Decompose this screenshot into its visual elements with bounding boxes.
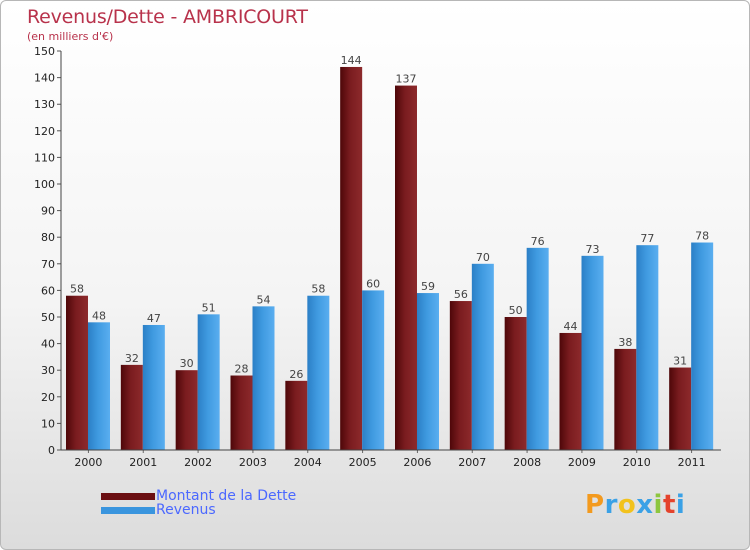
x-tick-label: 2000 bbox=[74, 456, 102, 469]
value-label-dette: 137 bbox=[396, 73, 417, 86]
y-tick-label: 90 bbox=[41, 205, 55, 218]
bar-dette bbox=[230, 375, 253, 450]
y-tick-label: 0 bbox=[48, 444, 55, 457]
y-tick-label: 150 bbox=[34, 45, 55, 58]
legend-item-dette: Montant de la Dette bbox=[101, 488, 296, 504]
legend-swatch-revenus bbox=[101, 506, 155, 514]
y-tick-label: 30 bbox=[41, 364, 55, 377]
x-tick-label: 2003 bbox=[239, 456, 267, 469]
value-label-revenus: 76 bbox=[531, 235, 545, 248]
bar-dette bbox=[449, 301, 472, 450]
logo-letter: o bbox=[617, 490, 637, 520]
bar-revenus bbox=[252, 306, 275, 450]
y-tick-label: 60 bbox=[41, 284, 55, 297]
legend-swatch-dette bbox=[101, 492, 155, 500]
value-label-revenus: 78 bbox=[695, 230, 709, 243]
value-label-dette: 44 bbox=[564, 320, 578, 333]
x-tick-label: 2010 bbox=[623, 456, 651, 469]
value-label-dette: 50 bbox=[509, 304, 523, 317]
value-label-dette: 144 bbox=[341, 54, 362, 67]
bar-dette bbox=[559, 332, 582, 450]
value-label-revenus: 70 bbox=[476, 251, 490, 264]
y-tick-label: 70 bbox=[41, 258, 55, 271]
logo-letter: i bbox=[675, 490, 686, 520]
legend-label-revenus: Revenus bbox=[156, 502, 216, 518]
bar-revenus bbox=[636, 245, 659, 450]
bar-revenus bbox=[471, 263, 494, 450]
value-label-dette: 26 bbox=[289, 368, 303, 381]
bar-dette bbox=[504, 317, 527, 450]
y-tick-label: 100 bbox=[34, 178, 55, 191]
bar-revenus bbox=[362, 290, 385, 450]
bar-dette bbox=[175, 370, 198, 450]
y-tick-label: 140 bbox=[34, 72, 55, 85]
y-tick-label: 120 bbox=[34, 125, 55, 138]
value-label-revenus: 73 bbox=[586, 243, 600, 256]
bar-dette bbox=[66, 295, 88, 450]
x-tick-label: 2004 bbox=[294, 456, 322, 469]
bar-dette bbox=[669, 367, 692, 450]
bar-revenus bbox=[526, 247, 549, 450]
chart-subtitle: (en milliers d'€) bbox=[27, 30, 114, 43]
x-tick-label: 2005 bbox=[349, 456, 377, 469]
value-label-dette: 58 bbox=[70, 283, 84, 296]
x-tick-label: 2011 bbox=[678, 456, 706, 469]
y-tick-label: 40 bbox=[41, 338, 55, 351]
logo-letter: t bbox=[662, 490, 676, 520]
proxiti-logo: Proxiti bbox=[585, 490, 685, 520]
y-tick-label: 110 bbox=[34, 151, 55, 164]
bar-revenus bbox=[581, 255, 604, 450]
bar-revenus bbox=[691, 242, 714, 450]
bar-dette bbox=[395, 85, 417, 450]
value-label-dette: 38 bbox=[618, 336, 632, 349]
logo-letter: r bbox=[604, 490, 618, 520]
y-tick-label: 80 bbox=[41, 231, 55, 244]
y-tick-label: 50 bbox=[41, 311, 55, 324]
bar-dette bbox=[340, 66, 363, 451]
x-tick-label: 2007 bbox=[458, 456, 486, 469]
bar-revenus bbox=[417, 293, 439, 450]
legend-item-revenus: Revenus bbox=[101, 502, 216, 518]
value-label-dette: 28 bbox=[235, 363, 249, 376]
x-tick-label: 2002 bbox=[184, 456, 212, 469]
y-tick-label: 20 bbox=[41, 391, 55, 404]
bar-revenus bbox=[197, 314, 220, 450]
bar-dette bbox=[614, 348, 637, 450]
value-label-revenus: 47 bbox=[147, 312, 161, 325]
bar-revenus bbox=[88, 322, 110, 450]
value-label-dette: 32 bbox=[125, 352, 139, 365]
logo-letter: P bbox=[585, 490, 605, 520]
x-tick-label: 2006 bbox=[403, 456, 431, 469]
logo-letter: i bbox=[653, 490, 663, 520]
bar-dette bbox=[285, 380, 308, 450]
value-label-dette: 30 bbox=[180, 357, 194, 370]
value-label-dette: 31 bbox=[673, 355, 687, 368]
y-tick-label: 10 bbox=[41, 417, 55, 430]
y-tick-label: 130 bbox=[34, 98, 55, 111]
x-tick-label: 2009 bbox=[568, 456, 596, 469]
value-label-revenus: 58 bbox=[311, 283, 325, 296]
value-label-revenus: 59 bbox=[421, 280, 435, 293]
logo-letter: x bbox=[636, 490, 654, 520]
x-tick-label: 2008 bbox=[513, 456, 541, 469]
bar-revenus bbox=[142, 324, 165, 450]
bar-revenus bbox=[307, 295, 330, 450]
value-label-dette: 56 bbox=[454, 288, 468, 301]
x-tick-label: 2001 bbox=[129, 456, 157, 469]
legend-label-dette: Montant de la Dette bbox=[156, 488, 297, 504]
chart-title: Revenus/Dette - AMBRICOURT bbox=[27, 6, 308, 28]
value-label-revenus: 60 bbox=[366, 277, 380, 290]
value-label-revenus: 48 bbox=[92, 309, 106, 322]
value-label-revenus: 51 bbox=[202, 301, 216, 314]
value-label-revenus: 77 bbox=[640, 232, 654, 245]
bar-dette bbox=[120, 364, 143, 450]
value-label-revenus: 54 bbox=[257, 293, 271, 306]
